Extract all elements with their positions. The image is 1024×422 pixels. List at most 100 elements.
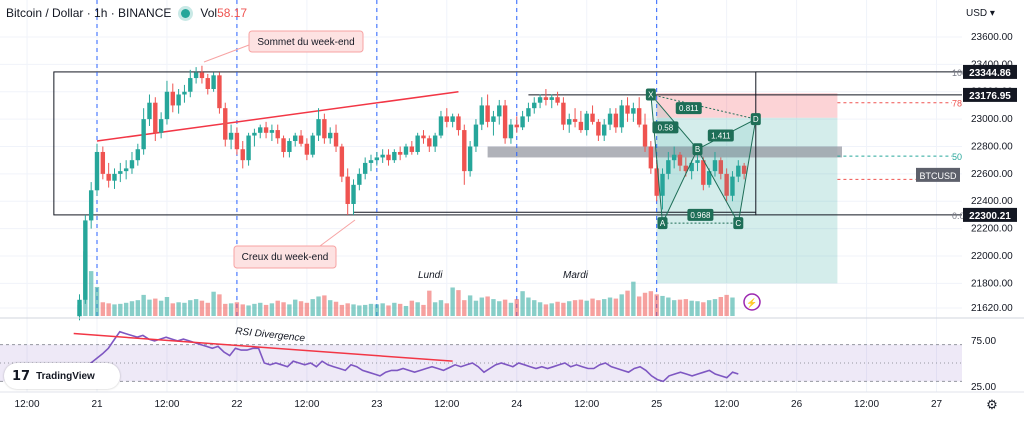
candle-body [741,165,747,174]
volume-bar [718,296,724,316]
target-zone [656,117,838,284]
volume-bar [310,299,315,316]
candle-body [508,124,514,139]
volume-bar [269,303,275,316]
candle-body [497,105,502,117]
volume-bar [112,304,117,316]
volume-bar [193,299,199,316]
candle-body [695,160,700,163]
price-tick-label: 21620.00 [971,303,1013,314]
candle-body [555,97,560,103]
candle-body [403,146,409,155]
volume-bar [328,300,333,316]
candle-body [217,75,222,109]
volume-bar [94,286,100,316]
volume-bar [322,295,327,316]
candle-body [118,171,123,174]
volume-bar [100,302,106,316]
volume-bar [613,298,619,316]
market-status-icon [181,8,191,18]
candle-body [654,168,659,196]
fib-label-100: 100 [952,68,967,78]
volume-bar [444,303,449,316]
volume-bar [706,300,712,316]
volume-value: 58.17 [217,6,248,20]
volume-bar [368,303,374,316]
volume-bar [351,304,356,316]
candle-body [543,97,549,100]
candle-body [252,132,257,136]
volume-bar [158,300,164,316]
volume-bar [712,299,718,316]
candle-body [718,160,724,174]
candle-body [333,132,339,147]
candle-body [409,146,415,152]
candle-body [712,160,718,172]
candle-body [607,113,613,125]
price-label-box [963,64,1017,79]
pattern-label-x: X [648,90,654,99]
pattern-ratio: 0.968 [690,211,711,220]
pattern-point-d [750,113,761,126]
volume-bar [357,305,362,316]
candle-body [467,146,473,172]
candle-body [526,108,531,117]
symbol-label: BTCUSD [919,171,957,181]
candle-body [479,105,484,125]
candle-body [724,173,729,196]
volume-bar [147,299,152,316]
volume-bar [88,271,94,316]
candle-body [421,135,426,139]
flash-glyph: ⚡ [746,297,757,309]
volume-bar [188,300,193,316]
volume-bar [374,304,380,316]
candle-body [123,168,129,172]
rsi-tick-label: 75.00 [971,336,996,347]
volume-bar [234,302,240,316]
price-tick-label: 22200.00 [971,224,1013,235]
candle-body [432,135,438,147]
candle-body [730,176,735,196]
candle-body [602,124,607,136]
candle-body [438,116,444,136]
candle-body [345,176,350,204]
candle-body [683,165,689,172]
price-label: 23344.86 [969,68,1011,79]
volume-bar [456,290,461,316]
price-label-box [963,87,1017,102]
volume-bar [648,291,654,316]
symbol-title[interactable]: Bitcoin / Dollar · 1h · BINANCE [6,6,172,20]
rsi-line [61,330,739,383]
candle-body [83,220,88,300]
candle-body [158,119,164,133]
volume-bar [176,302,181,316]
volume-bar [217,294,222,316]
volume-bar [438,300,444,316]
candle-body [596,121,601,136]
candle-body [240,149,245,161]
volume-bar [281,302,286,316]
candle-body [514,124,519,128]
fib-label-78: 78 [952,99,962,109]
time-tick-label: 12:00 [714,399,739,410]
currency-selector[interactable]: USD ▾ [966,8,995,19]
volume-bar [287,304,292,316]
volume-bar [607,297,613,316]
candle-body [263,127,269,133]
volume-bar [677,299,683,316]
volume-bar [502,299,508,316]
note-sommet-pointer [203,44,250,63]
note-creux: Creux du week-end [242,252,329,263]
candle-body [287,141,292,152]
note-creux-box [233,245,337,269]
volume-bar [549,303,554,316]
tradingview-logo[interactable]: 17 TradingView [4,363,120,389]
pattern-point-c [733,217,744,230]
volume-bar [223,303,228,316]
pattern-point-a [657,217,668,230]
price-tick-label: 21800.00 [971,278,1013,289]
price-label: 23176.95 [969,91,1011,102]
volume-bar [473,300,479,316]
